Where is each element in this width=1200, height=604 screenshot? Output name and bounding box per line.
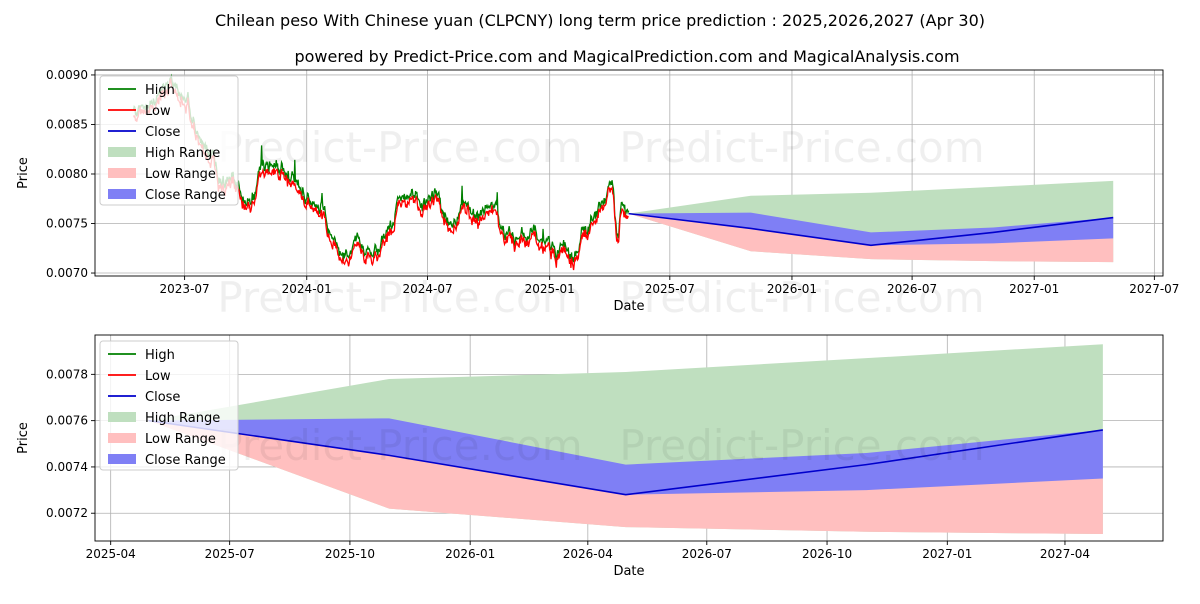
y-tick-label: 0.0074 [46, 460, 88, 474]
x-tick-label: 2027-04 [1040, 547, 1090, 561]
top-chart-panel: Predict-Price.com Predict-Price.com Predic… [16, 68, 1179, 322]
legend-label: High [145, 83, 175, 98]
y-axis-label: Price [16, 422, 31, 454]
plot-area [132, 73, 1114, 271]
watermark-text: Predict-Price.com [619, 421, 984, 470]
legend-swatch-patch [108, 168, 136, 178]
low-range-area [148, 420, 1103, 535]
chart-title: Chilean peso With Chinese yuan (CLPCNY) … [215, 11, 985, 30]
low-range-area [628, 213, 1114, 263]
legend-label: Close Range [145, 188, 226, 203]
x-tick-label: 2025-07 [205, 547, 255, 561]
x-tick-label: 2026-01 [445, 547, 495, 561]
watermark-group: Predict-Price.com Predict-Price.com [217, 421, 984, 470]
legend: High Low Close High Range Low Range Close Ran… [99, 340, 239, 471]
x-tick-label: 2025-07 [645, 282, 695, 296]
legend-label: Low [145, 369, 171, 384]
x-tick-label: 2027-01 [922, 547, 972, 561]
close-range-area [148, 418, 1103, 495]
legend: High Low Close High Range Low Range Close Ran… [99, 75, 239, 206]
x-tick-label: 2026-01 [767, 282, 817, 296]
y-tick-label: 0.0080 [46, 167, 88, 181]
x-axis-label: Date [613, 564, 644, 579]
close-line [628, 212, 1114, 247]
y-tick-label: 0.0072 [46, 506, 88, 520]
y-tick-label: 0.0078 [46, 367, 88, 381]
axes-frame [94, 334, 1164, 542]
y-axis-label: Price [16, 157, 31, 189]
x-tick-label: 2026-07 [887, 282, 937, 296]
y-tick-label: 0.0076 [46, 414, 88, 428]
x-tick-label: 2027-07 [1129, 282, 1179, 296]
legend-swatch-patch [108, 433, 136, 443]
axes-frame [94, 69, 1164, 277]
legend-swatch-patch [108, 189, 136, 199]
legend-label: Low Range [145, 167, 216, 182]
x-axis-label: Date [613, 299, 644, 314]
x-tick-label: 2024-01 [282, 282, 332, 296]
close-line [148, 419, 1103, 496]
watermark-text: Predict-Price.com [217, 273, 582, 322]
x-tick-label: 2025-10 [325, 547, 375, 561]
legend-swatch-patch [108, 412, 136, 422]
y-tick-label: 0.0070 [46, 266, 88, 280]
y-tick-label: 0.0085 [46, 117, 88, 131]
x-tick-label: 2025-01 [525, 282, 575, 296]
x-tick-label: 2026-04 [563, 547, 613, 561]
legend-label: High Range [145, 411, 220, 426]
y-tick-label: 0.0075 [46, 217, 88, 231]
y-tick-label: 0.0090 [46, 68, 88, 82]
plot-area [148, 344, 1103, 535]
legend-label: Close [145, 125, 180, 140]
bottom-chart-panel: Predict-Price.com Predict-Price.com 2025-0… [16, 334, 1164, 579]
watermark-text: Predict-Price.com [217, 421, 582, 470]
x-tick-label: 2025-04 [86, 547, 136, 561]
legend-label: High [145, 348, 175, 363]
legend-label: Low [145, 104, 171, 119]
x-tick-label: 2026-10 [802, 547, 852, 561]
x-tick-label: 2027-01 [1009, 282, 1059, 296]
legend-label: Close Range [145, 453, 226, 468]
watermark-text: Predict-Price.com [217, 123, 582, 172]
legend-swatch-patch [108, 454, 136, 464]
x-tick-label: 2023-07 [160, 282, 210, 296]
watermark-group: Predict-Price.com Predict-Price.com Predic… [217, 123, 984, 322]
chart-subtitle: powered by Predict-Price.com and Magical… [294, 47, 959, 66]
watermark-text: Predict-Price.com [619, 273, 984, 322]
x-tick-label: 2026-07 [682, 547, 732, 561]
legend-label: Close [145, 390, 180, 405]
x-tick-label: 2024-07 [402, 282, 452, 296]
close-range-area [628, 212, 1114, 246]
legend-label: Low Range [145, 432, 216, 447]
legend-swatch-patch [108, 147, 136, 157]
watermark-text: Predict-Price.com [619, 123, 984, 172]
legend-label: High Range [145, 146, 220, 161]
